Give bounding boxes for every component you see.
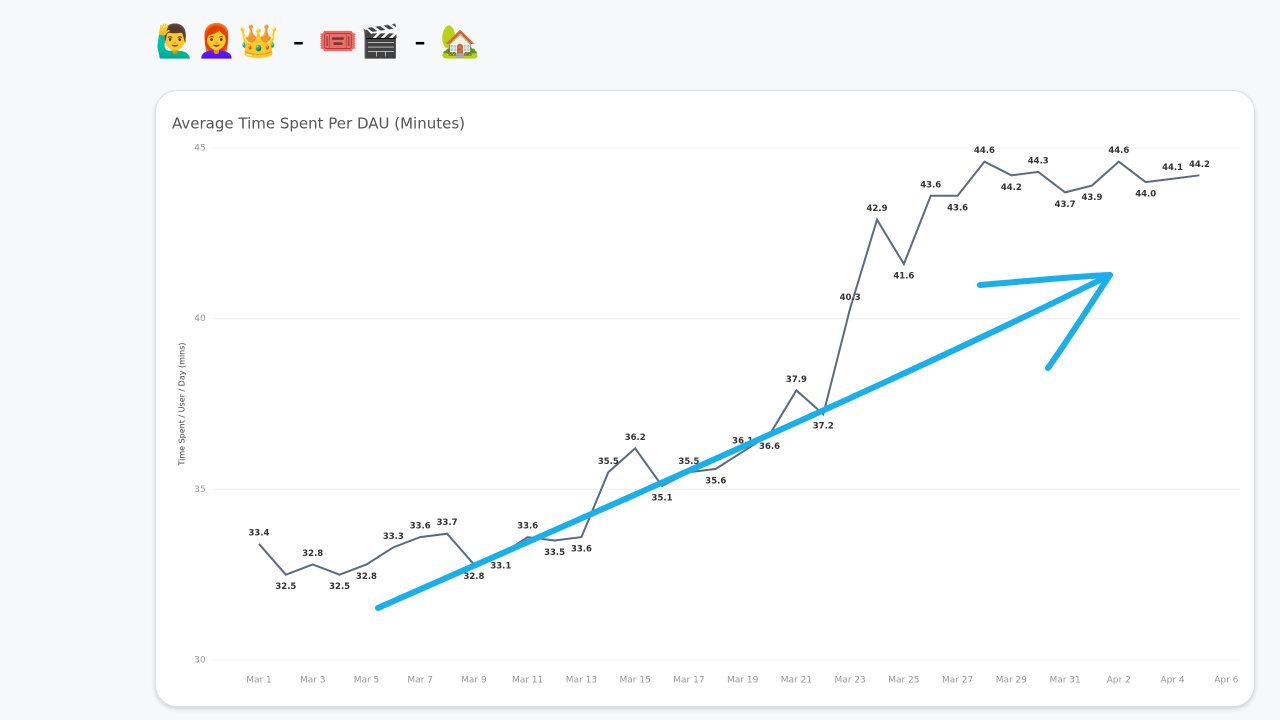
x-tick-label: Mar 11 — [512, 676, 543, 686]
data-label: 44.6 — [1108, 146, 1129, 156]
data-label: 32.5 — [329, 582, 350, 592]
data-label: 37.2 — [813, 422, 834, 432]
data-label: 35.5 — [678, 457, 699, 467]
x-tick-label: Mar 3 — [300, 676, 326, 686]
data-label: 32.8 — [302, 549, 323, 559]
data-label: 44.6 — [974, 146, 995, 156]
data-label: 32.8 — [356, 572, 377, 582]
y-tick-label: 35 — [194, 485, 205, 495]
data-label: 33.6 — [517, 522, 538, 532]
x-tick-label: Mar 5 — [354, 676, 380, 686]
x-tick-label: Apr 2 — [1107, 676, 1131, 686]
trend-arrow — [375, 272, 1113, 611]
data-label: 44.3 — [1028, 156, 1049, 166]
arrow-shaft — [375, 272, 1113, 611]
x-tick-label: Apr 4 — [1160, 676, 1184, 686]
x-tick-label: Apr 6 — [1214, 676, 1238, 686]
x-tick-label: Mar 31 — [1049, 676, 1080, 686]
x-tick-label: Mar 9 — [461, 676, 487, 686]
header-emoji: 🙋‍♂️👩‍🦰👑 - 🎟️🎬 - 🏡 — [155, 22, 482, 60]
data-label: 35.1 — [652, 493, 673, 503]
data-label: 32.5 — [275, 582, 296, 592]
data-label: 44.1 — [1162, 163, 1183, 173]
data-label: 36.6 — [759, 442, 780, 452]
x-tick-label: Mar 23 — [834, 676, 865, 686]
x-tick-label: Mar 17 — [673, 676, 704, 686]
data-label: 44.2 — [1001, 183, 1022, 193]
data-label: 36.1 — [732, 436, 753, 446]
x-tick-label: Mar 7 — [407, 676, 433, 686]
data-label: 33.1 — [490, 562, 511, 572]
data-label: 40.3 — [840, 293, 861, 303]
data-label: 35.6 — [705, 476, 726, 486]
data-label: 43.9 — [1081, 193, 1102, 203]
x-tick-label: Mar 13 — [566, 676, 597, 686]
data-label: 33.3 — [383, 532, 404, 542]
y-tick-label: 40 — [194, 314, 206, 324]
y-axis-label: Time Spent / User / Day (mins) — [178, 342, 187, 466]
arrow-head — [977, 272, 1113, 371]
data-label: 44.0 — [1135, 190, 1156, 200]
x-tick-label: Mar 21 — [781, 676, 812, 686]
data-label: 43.6 — [947, 203, 968, 213]
data-label: 43.7 — [1055, 200, 1076, 210]
data-label: 42.9 — [867, 204, 888, 214]
data-label: 33.6 — [410, 522, 431, 532]
x-tick-label: Mar 25 — [888, 676, 919, 686]
x-tick-label: Mar 19 — [727, 676, 759, 686]
data-label: 32.8 — [463, 572, 484, 582]
data-label: 44.2 — [1189, 160, 1210, 170]
x-tick-label: Mar 29 — [996, 676, 1028, 686]
data-label: 41.6 — [893, 272, 914, 282]
x-tick-label: Mar 15 — [620, 676, 651, 686]
data-label: 33.6 — [571, 545, 592, 555]
x-tick-label: Mar 27 — [942, 676, 973, 686]
data-label: 33.4 — [249, 528, 270, 538]
data-label: 33.7 — [437, 518, 458, 528]
x-tick-label: Mar 1 — [246, 676, 272, 686]
data-label: 33.5 — [544, 548, 565, 558]
data-label: 43.6 — [920, 180, 941, 190]
chart-card — [155, 90, 1255, 707]
data-label: 37.9 — [786, 375, 807, 385]
data-label: 35.5 — [598, 457, 619, 467]
data-line — [258, 160, 1200, 576]
data-label: 36.2 — [625, 433, 646, 443]
chart-title: Average Time Spent Per DAU (Minutes) — [172, 115, 465, 133]
y-tick-label: 30 — [194, 656, 206, 666]
y-tick-label: 45 — [194, 144, 205, 154]
